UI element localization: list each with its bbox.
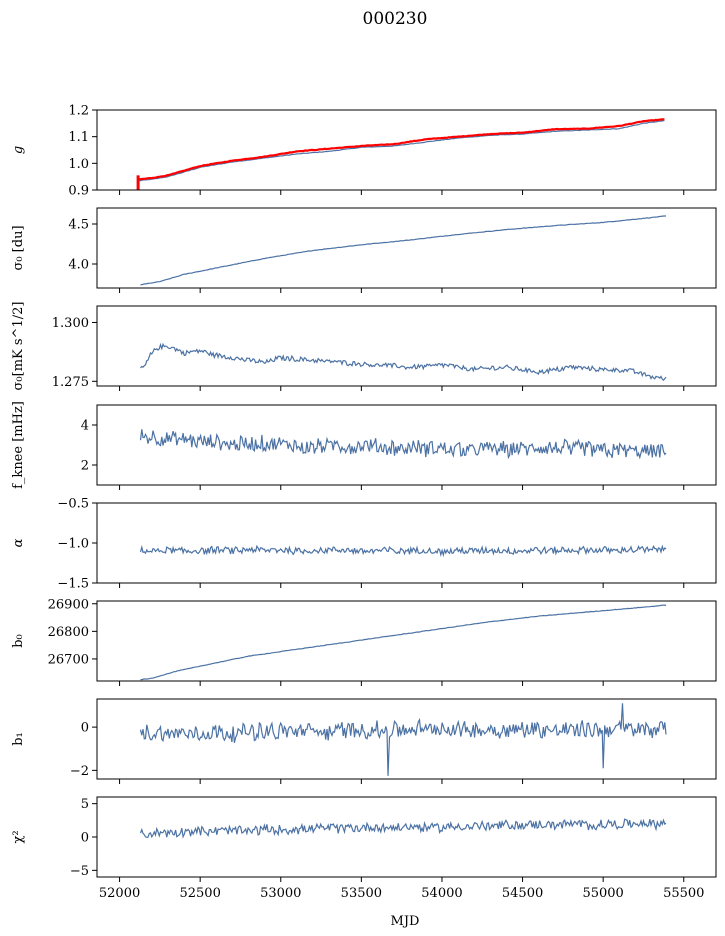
- axes-frame: [96, 600, 717, 682]
- x-tick-label: 54000: [421, 886, 462, 901]
- y-tick-label: 1.1: [68, 130, 89, 145]
- y-tick-label: −5: [70, 864, 89, 879]
- axes-frame: [96, 698, 717, 780]
- y-tick-label: −2: [70, 764, 89, 779]
- panels-group: 0.9 1.0 1.1 1.2 g 4.0 4.5 σ₀ [du] 1.275 1.300 σ₀[m…: [11, 104, 717, 901]
- series-line-b1: [139, 703, 667, 776]
- series-line-chi2: [139, 818, 667, 839]
- series-line-b0: [140, 604, 667, 681]
- y-tick-label: 26900: [48, 597, 89, 612]
- y-tick-label: 1.275: [52, 375, 89, 390]
- y-axis-label: f_knee [mHz]: [11, 401, 26, 489]
- y-axis-label: g: [11, 146, 26, 154]
- axes-frame: [96, 109, 717, 191]
- y-tick-label: 2: [81, 459, 89, 474]
- axes-frame: [96, 305, 717, 387]
- y-tick-label: 26800: [48, 625, 89, 640]
- y-tick-label: −0.5: [57, 497, 89, 512]
- y-tick-label: 26700: [48, 652, 89, 667]
- panel-fknee: 2 4 f_knee [mHz]: [11, 401, 717, 490]
- y-tick-label: 1.2: [68, 104, 89, 119]
- y-tick-label: 0: [81, 721, 89, 736]
- figure-title: 000230: [363, 9, 428, 29]
- x-tick-label: 52000: [99, 886, 140, 901]
- axes-frame: [96, 207, 717, 289]
- y-tick-label: −1.0: [57, 537, 89, 552]
- y-tick-label: 1.0: [68, 157, 89, 172]
- panel-alpha: −1.5 −1.0 −0.5 α: [11, 497, 717, 592]
- y-axis-label: α: [11, 538, 26, 547]
- y-tick-label: 4.0: [68, 258, 89, 273]
- x-tick-label: 54500: [502, 886, 543, 901]
- x-tick-label: 55000: [582, 886, 623, 901]
- y-tick-label: 0: [81, 831, 89, 846]
- panel-sigma0-du: 4.0 4.5 σ₀ [du]: [11, 207, 717, 293]
- y-tick-label: 4: [81, 419, 89, 434]
- series-line-fknee: [139, 429, 667, 460]
- x-axis-label: MJD: [391, 914, 420, 929]
- y-axis-label: σ₀[mK s^1/2]: [11, 302, 26, 391]
- y-tick-label: 4.5: [68, 218, 89, 233]
- panel-sigma0-mks: 1.275 1.300 σ₀[mK s^1/2]: [11, 302, 717, 391]
- axes-frame: [96, 502, 717, 584]
- y-axis-label: b₁: [11, 732, 26, 746]
- panel-b0: 26700 26800 26900 b₀: [11, 597, 717, 686]
- y-tick-label: 5: [81, 797, 89, 812]
- x-tick-label: 52500: [179, 886, 220, 901]
- series-line-g-1: [138, 118, 665, 181]
- x-tick-label: 53000: [260, 886, 301, 901]
- panel-g: 0.9 1.0 1.1 1.2 g: [11, 104, 717, 199]
- y-axis-label: b₀: [11, 634, 26, 648]
- y-tick-label: 0.9: [68, 184, 89, 199]
- y-tick-label: 1.300: [52, 316, 89, 331]
- axes-frame: [96, 404, 717, 486]
- axes-frame: [96, 796, 717, 878]
- panel-b1: −2 0 b₁: [11, 698, 717, 784]
- y-axis-label: χ²: [11, 830, 26, 843]
- panel-chi2: −5 0 5 52000 52500 53000 53500 54000 54500 55000 5…: [11, 796, 717, 901]
- x-tick-label: 53500: [341, 886, 382, 901]
- series-line-sigma0-mks: [140, 342, 667, 382]
- series-line-alpha: [139, 544, 667, 558]
- y-tick-label: −1.5: [57, 577, 89, 592]
- y-axis-label: σ₀ [du]: [11, 225, 26, 270]
- x-tick-label: 55500: [663, 886, 704, 901]
- series-line-sigma0-du: [140, 215, 666, 286]
